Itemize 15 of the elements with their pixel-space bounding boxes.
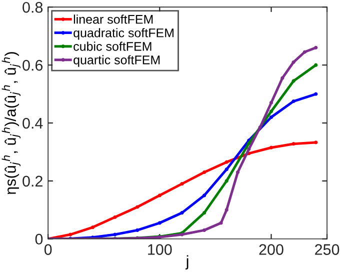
y-tick-label: 0.6 — [22, 60, 43, 71]
x-tick-label: 200 — [259, 244, 284, 255]
y-tick-label: 0.8 — [22, 2, 43, 13]
x-tick-label: 250 — [315, 244, 340, 255]
y-tick-label: 0.4 — [22, 118, 43, 129]
legend-label: linear softFEM — [74, 14, 153, 24]
y-tick-label: 0.2 — [22, 176, 42, 187]
y-tick-label: 0 — [35, 234, 43, 245]
legend-label: quadratic softFEM — [74, 28, 174, 40]
legend-label: cubic softFEM — [74, 42, 152, 51]
text: ηs(û$_{j}$$^{h}$, û$_{j}$$^{h}$)/a(û$_{j}$$^{h}$, û$_{j}$$^{h}$) — [2, 52, 21, 194]
x-tick-label: 100 — [148, 244, 172, 255]
legend-label: quartic softFEM — [74, 55, 160, 67]
x-axis-title: j — [185, 255, 188, 270]
x-tick-label: 0 — [44, 244, 52, 255]
